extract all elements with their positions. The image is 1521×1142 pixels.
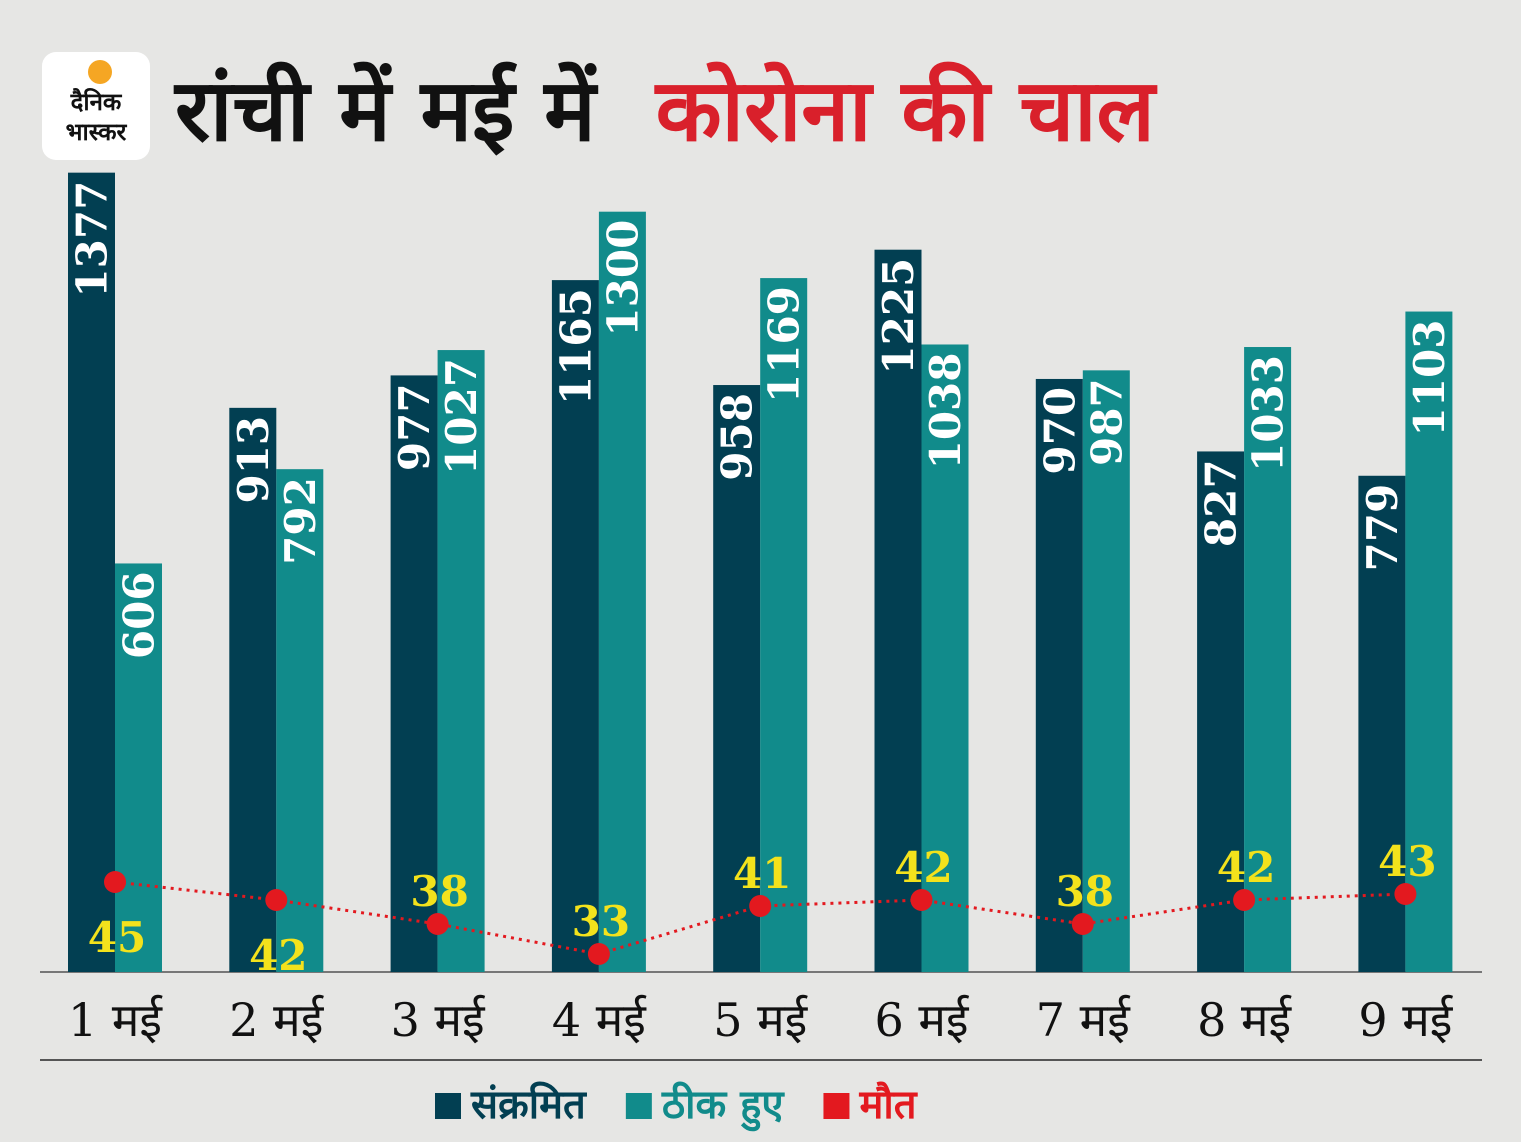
- bar-value-label: 606: [115, 571, 164, 659]
- bar: [437, 350, 485, 973]
- legend-swatch: [435, 1093, 461, 1119]
- death-point: [749, 895, 772, 917]
- bar-value-label: 1165: [551, 288, 600, 405]
- bar-value-label: 1103: [1405, 320, 1454, 437]
- logo: दैनिक भास्कर: [42, 52, 150, 160]
- bar: [68, 172, 115, 972]
- bar: [115, 563, 162, 972]
- bar: [1197, 451, 1245, 973]
- legend-label: संक्रमित: [470, 1081, 587, 1128]
- bar-value-label: 1300: [598, 220, 647, 337]
- title-part: रांची में मई में: [173, 61, 598, 161]
- death-point: [587, 943, 610, 965]
- chart-title: रांची में मई में कोरोना की चाल: [173, 61, 1157, 161]
- bar-value-label: 958: [713, 393, 762, 481]
- bar-value-label: 913: [229, 416, 278, 504]
- bar: [276, 469, 324, 972]
- death-value-label: 38: [1056, 867, 1114, 916]
- x-tick-label: 7 मई: [1036, 993, 1131, 1047]
- bar: [921, 344, 969, 972]
- logo-box: [42, 52, 150, 160]
- x-tick-label: 9 मई: [1358, 993, 1453, 1047]
- x-tick-label: 4 मई: [552, 993, 647, 1047]
- bar: [229, 407, 277, 972]
- x-tick-label: 1 मई: [68, 993, 163, 1047]
- death-point: [104, 871, 126, 893]
- bar-value-label: 827: [1197, 459, 1246, 547]
- bar-value-label: 1169: [760, 286, 809, 403]
- logo-text: भास्कर: [66, 118, 128, 146]
- bar: [598, 211, 646, 972]
- bar: [713, 385, 761, 972]
- legend-label: मौत: [858, 1081, 917, 1128]
- logo-text: दैनिक: [70, 88, 123, 116]
- legend-label: ठीक हुए: [661, 1081, 785, 1132]
- death-point: [1394, 883, 1417, 905]
- death-value-label: 38: [410, 867, 468, 916]
- bar-value-label: 977: [390, 383, 439, 471]
- logo-sun: [88, 60, 112, 84]
- death-point: [1071, 913, 1094, 935]
- bar: [1405, 311, 1453, 972]
- death-point: [426, 913, 449, 935]
- bar: [390, 375, 438, 973]
- bar: [1035, 378, 1083, 972]
- death-value-label: 45: [88, 913, 146, 962]
- legend-swatch: [625, 1093, 652, 1119]
- bar-value-label: 1225: [874, 258, 923, 375]
- x-tick-label: 3 मई: [391, 993, 486, 1047]
- death-point: [1233, 889, 1256, 911]
- x-tick-label: 8 मई: [1197, 993, 1292, 1047]
- death-value-label: 42: [1217, 843, 1275, 892]
- bar: [1082, 370, 1130, 973]
- x-tick-label: 6 मई: [875, 993, 970, 1047]
- title-highlight: कोरोना की चाल: [654, 61, 1158, 161]
- bar-value-label: 779: [1358, 484, 1407, 572]
- legend-swatch: [823, 1093, 850, 1119]
- bar-value-label: 1033: [1244, 355, 1293, 472]
- bar-value-label: 1027: [437, 358, 486, 475]
- death-point: [910, 889, 933, 911]
- death-point: [265, 889, 288, 911]
- bar: [551, 280, 599, 973]
- x-tick-label: 2 मई: [229, 993, 324, 1047]
- death-value-label: 33: [572, 897, 630, 946]
- bar-value-label: 792: [276, 477, 325, 565]
- bar-value-label: 1038: [921, 352, 970, 469]
- bar: [1244, 347, 1292, 972]
- death-value-label: 41: [733, 849, 791, 898]
- death-value-label: 43: [1378, 837, 1436, 886]
- x-tick-label: 5 मई: [713, 993, 808, 1047]
- bar-value-label: 970: [1035, 387, 1084, 475]
- bar: [874, 249, 922, 972]
- bar-value-label: 987: [1082, 378, 1131, 466]
- death-value-label: 42: [249, 931, 307, 980]
- bar-value-label: 1377: [68, 181, 117, 298]
- bar: [760, 278, 808, 972]
- death-value-label: 42: [894, 843, 952, 892]
